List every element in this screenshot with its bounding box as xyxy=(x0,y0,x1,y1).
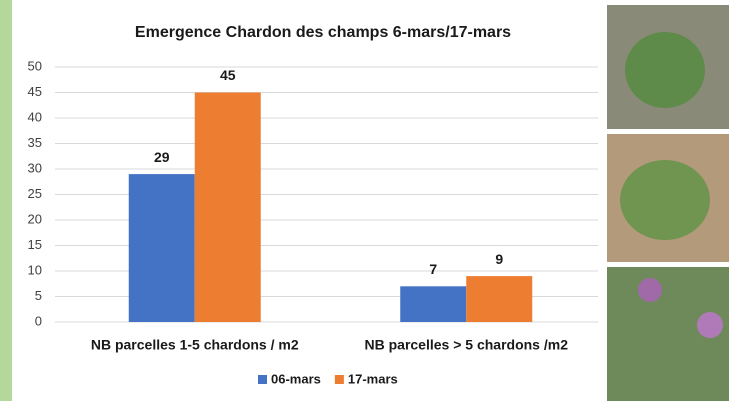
photo-flower-head xyxy=(697,312,723,338)
x-tick-label: NB parcelles 1-5 chardons / m2 xyxy=(91,337,299,353)
photo-plant xyxy=(625,32,705,108)
x-tick-label: NB parcelles > 5 chardons /m2 xyxy=(365,337,569,353)
page: Emergence Chardon des champs 6-mars/17-m… xyxy=(0,0,729,401)
bar xyxy=(400,286,466,322)
y-tick-label: 25 xyxy=(28,186,42,201)
photo-flower-head xyxy=(638,278,662,302)
y-tick-label: 5 xyxy=(35,288,42,303)
y-tick-label: 10 xyxy=(28,262,42,277)
legend-swatch xyxy=(335,375,344,384)
legend-label: 17-mars xyxy=(348,371,398,386)
data-label: 9 xyxy=(495,251,503,267)
data-label: 7 xyxy=(429,261,437,277)
bar xyxy=(195,93,261,323)
legend-label: 06-mars xyxy=(271,371,321,386)
chart: Emergence Chardon des champs 6-mars/17-m… xyxy=(0,0,729,401)
y-tick-label: 15 xyxy=(28,237,42,252)
y-tick-label: 40 xyxy=(28,109,42,124)
data-label: 29 xyxy=(154,149,170,165)
bar xyxy=(466,276,532,322)
legend-swatch xyxy=(258,375,267,384)
chart-title: Emergence Chardon des champs 6-mars/17-m… xyxy=(135,24,511,41)
photo-plant xyxy=(620,160,710,240)
y-tick-label: 35 xyxy=(28,135,42,150)
y-tick-label: 50 xyxy=(28,58,42,73)
y-tick-label: 45 xyxy=(28,84,42,99)
side-strip xyxy=(0,0,12,401)
y-tick-label: 30 xyxy=(28,160,42,175)
y-tick-label: 0 xyxy=(35,313,42,328)
bar xyxy=(129,174,195,322)
data-label: 45 xyxy=(220,67,236,83)
y-tick-label: 20 xyxy=(28,211,42,226)
